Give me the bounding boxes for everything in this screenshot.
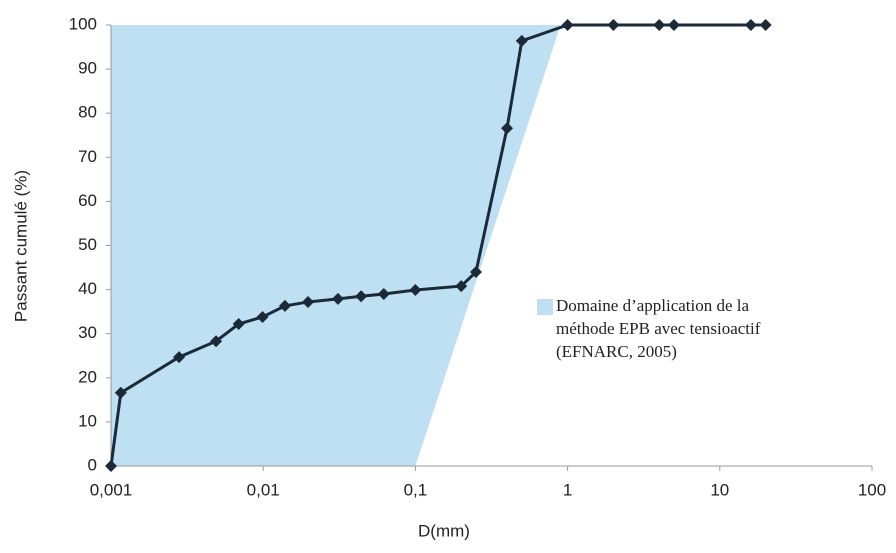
y-tick-label: 70 — [78, 147, 97, 166]
x-tick-label: 100 — [858, 480, 886, 499]
legend-label: Domaine d’application de la — [556, 296, 750, 315]
data-point — [469, 265, 482, 278]
data-point — [114, 386, 127, 399]
x-tick-label: 0,001 — [90, 480, 133, 499]
legend-swatch — [537, 299, 553, 315]
y-tick-label: 10 — [78, 411, 97, 430]
legend-label: méthode EPB avec tensioactif — [556, 319, 761, 338]
y-axis-label: Passant cumulé (%) — [11, 170, 30, 322]
data-point — [607, 19, 620, 31]
data-point — [173, 351, 186, 364]
y-tick-label: 100 — [69, 14, 97, 33]
y-tick-label: 30 — [78, 323, 97, 342]
legend-label: (EFNARC, 2005) — [556, 342, 677, 361]
data-point — [355, 290, 368, 303]
y-tick-label: 20 — [78, 367, 97, 386]
data-point — [105, 460, 117, 472]
data-point — [232, 317, 245, 330]
data-point — [759, 19, 772, 31]
y-tick-label: 80 — [78, 103, 97, 122]
data-point — [210, 335, 223, 348]
data-point — [515, 34, 528, 47]
data-point — [278, 299, 291, 312]
data-point — [501, 122, 514, 135]
y-tick-label: 60 — [78, 191, 97, 210]
y-tick-label: 40 — [78, 279, 97, 298]
data-point — [302, 295, 315, 308]
data-point — [744, 19, 757, 31]
data-point — [667, 19, 680, 31]
y-tick-label: 0 — [88, 455, 97, 474]
x-axis-label: D(mm) — [418, 521, 470, 540]
data-point — [653, 19, 666, 31]
data-point — [409, 284, 422, 297]
x-tick-label: 0,1 — [404, 480, 428, 499]
x-tick-label: 1 — [563, 480, 572, 499]
x-tick-label: 10 — [710, 480, 729, 499]
data-point — [561, 19, 574, 31]
data-point — [331, 292, 344, 305]
data-line — [109, 23, 766, 467]
application-region — [111, 25, 561, 466]
data-point — [455, 280, 468, 293]
x-tick-label: 0,01 — [247, 480, 280, 499]
data-point — [256, 310, 269, 323]
y-tick-label: 90 — [78, 59, 97, 78]
data-point — [377, 288, 390, 301]
y-tick-label: 50 — [78, 235, 97, 254]
